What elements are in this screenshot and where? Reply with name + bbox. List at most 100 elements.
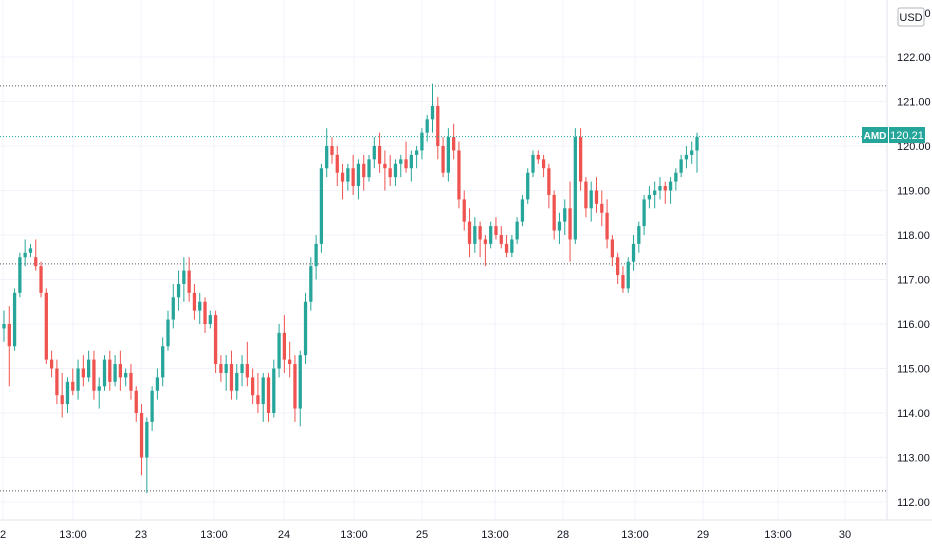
candle-up (325, 128, 329, 178)
candle-up (346, 163, 350, 191)
candle-up (557, 212, 562, 244)
candle-up (2, 310, 6, 342)
candle-body (541, 159, 546, 169)
candle-body (372, 146, 376, 160)
candle-up (399, 154, 403, 178)
candle-down (44, 288, 48, 365)
candle-body (182, 270, 186, 284)
candle-up (76, 359, 80, 400)
candle-body (414, 150, 419, 155)
candle-up (208, 310, 212, 329)
candle-up (647, 186, 652, 209)
candle-body (171, 297, 175, 320)
candle-body (489, 226, 493, 244)
candle-up (631, 235, 636, 271)
candle-body (642, 199, 646, 227)
candle-body (150, 390, 154, 422)
candle-down (330, 137, 334, 164)
candle-down (245, 341, 249, 387)
y-tick-label: 115.00 (897, 364, 930, 376)
candle-down (266, 372, 271, 422)
candle-body (108, 359, 112, 382)
y-tick-label: 112.00 (897, 497, 930, 509)
candle-up (235, 364, 239, 400)
x-tick-label: 28 (557, 529, 569, 541)
candle-body (288, 359, 292, 365)
candle-body (28, 248, 33, 253)
candle-body (473, 226, 477, 244)
candle-down (187, 257, 191, 302)
candle-body (65, 381, 70, 405)
candle-down (504, 235, 509, 258)
candle-body (187, 270, 191, 293)
currency-badge[interactable]: USD (897, 7, 925, 27)
candle-body (235, 372, 239, 391)
candle-down (335, 146, 339, 187)
y-tick-label: 121.00 (897, 97, 931, 109)
candle-up (684, 146, 689, 169)
candle-body (536, 154, 540, 160)
candle-down (616, 252, 620, 284)
candle-up (155, 368, 160, 400)
candle-up (473, 217, 477, 253)
candle-down (134, 386, 138, 422)
candle-up (261, 372, 265, 422)
candle-down (621, 266, 625, 293)
candle-up (303, 292, 308, 365)
candle-body (129, 372, 133, 391)
candle-down (118, 350, 123, 391)
y-tick-label: 113.00 (897, 453, 930, 465)
candle-body (314, 243, 318, 267)
candle-up (658, 177, 662, 200)
x-tick-label: 2 (0, 529, 6, 541)
candle-down (7, 306, 11, 387)
candle-body (557, 221, 562, 231)
candle-body (155, 377, 160, 391)
candle-body (208, 315, 212, 324)
candle-body (578, 137, 583, 182)
candle-body (71, 381, 75, 391)
candle-body (653, 190, 657, 195)
candle-down (478, 221, 482, 258)
candle-body (203, 301, 207, 324)
candle-up (23, 239, 27, 267)
candle-body (430, 105, 435, 120)
candle-up (414, 146, 419, 169)
candle-body (245, 364, 249, 378)
candle-down (81, 355, 85, 387)
candle-body (616, 257, 620, 276)
candle-body (679, 159, 683, 173)
candle-body (240, 364, 244, 373)
candle-down (536, 150, 540, 164)
candle-up (150, 386, 154, 431)
candle-body (425, 119, 429, 133)
candle-up (224, 355, 228, 391)
candle-body (49, 359, 54, 369)
candle-body (446, 137, 451, 173)
last-price-label: 120.21 (890, 130, 924, 142)
candle-up (409, 150, 413, 182)
candle-body (124, 372, 128, 378)
candle-body (504, 243, 509, 253)
candle-down (203, 297, 207, 333)
x-tick-label: 13:00 (340, 529, 368, 541)
candle-down (404, 141, 408, 173)
candle-body (176, 283, 181, 298)
candle-up (87, 350, 91, 382)
candle-body (441, 146, 445, 173)
candle-down (34, 239, 38, 271)
candle-up (420, 128, 424, 160)
candle-up (637, 221, 641, 253)
candle-up (272, 359, 276, 418)
candle-up (674, 168, 678, 191)
candle-body (145, 421, 149, 458)
y-tick-label: 122.00 (897, 52, 931, 64)
time-axis[interactable]: 2 13:00 23 13:00 24 13:00 25 13:00 28 13:00 29 13:0… (0, 529, 851, 541)
candle-body (362, 163, 366, 178)
candle-body (684, 154, 689, 160)
candle-body (531, 154, 535, 173)
candle-body (293, 364, 297, 409)
candle-down (229, 350, 234, 400)
